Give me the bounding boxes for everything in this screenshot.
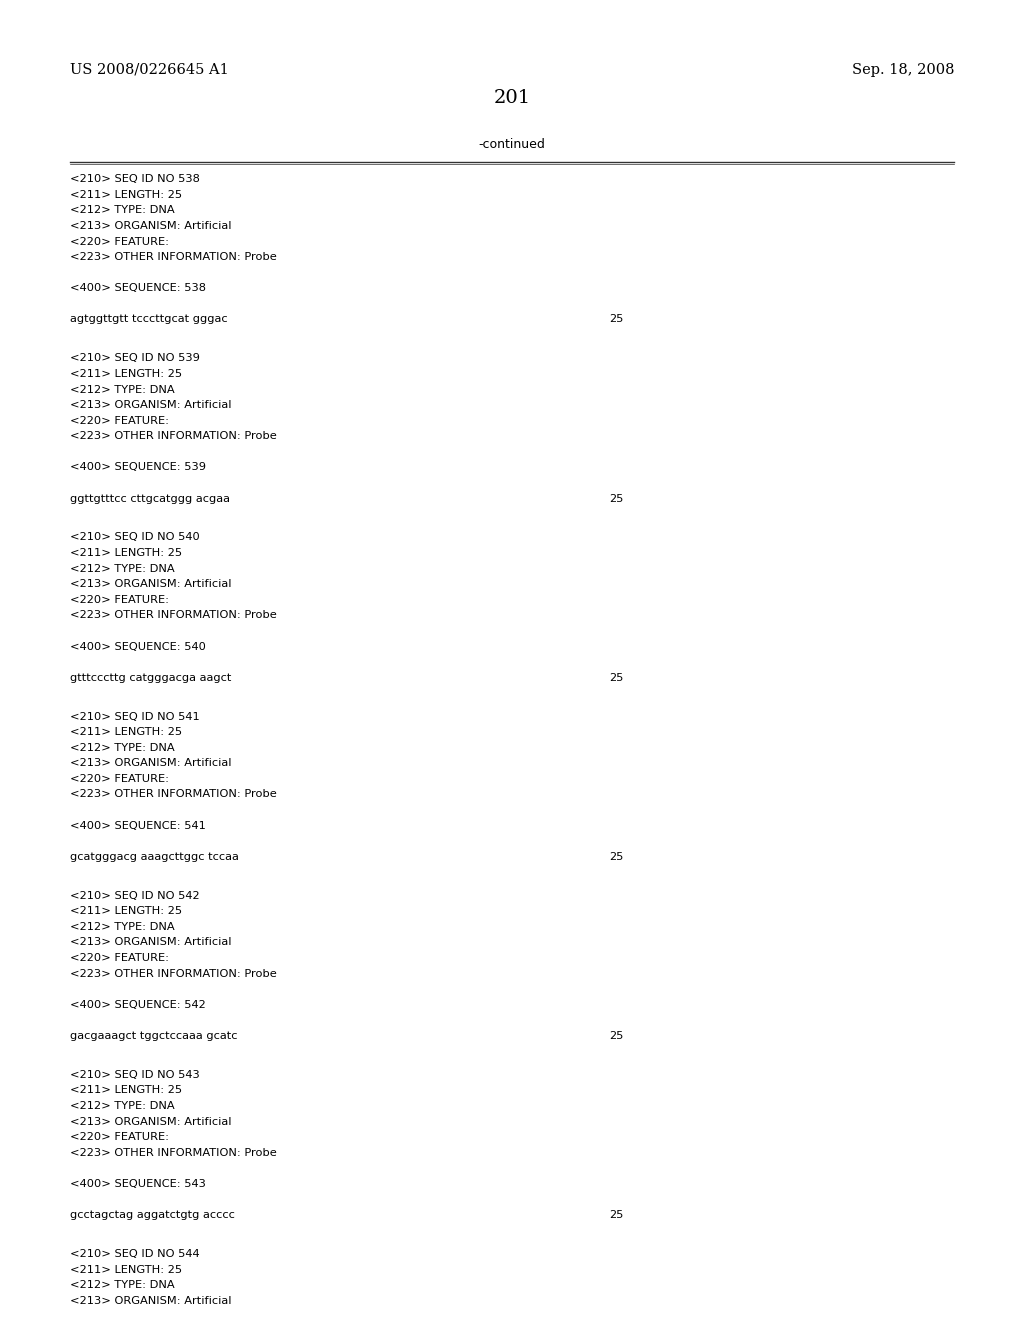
Text: <211> LENGTH: 25: <211> LENGTH: 25 [70, 190, 181, 199]
Text: <212> TYPE: DNA: <212> TYPE: DNA [70, 384, 174, 395]
Text: <211> LENGTH: 25: <211> LENGTH: 25 [70, 1085, 181, 1096]
Text: 25: 25 [609, 851, 624, 862]
Text: Sep. 18, 2008: Sep. 18, 2008 [852, 63, 954, 77]
Text: <400> SEQUENCE: 543: <400> SEQUENCE: 543 [70, 1179, 206, 1189]
Text: <213> ORGANISM: Artificial: <213> ORGANISM: Artificial [70, 937, 231, 948]
Text: <212> TYPE: DNA: <212> TYPE: DNA [70, 743, 174, 752]
Text: 25: 25 [609, 673, 624, 682]
Text: <400> SEQUENCE: 542: <400> SEQUENCE: 542 [70, 999, 206, 1010]
Text: 25: 25 [609, 494, 624, 503]
Text: <213> ORGANISM: Artificial: <213> ORGANISM: Artificial [70, 1117, 231, 1126]
Text: <220> FEATURE:: <220> FEATURE: [70, 236, 169, 247]
Text: <210> SEQ ID NO 541: <210> SEQ ID NO 541 [70, 711, 200, 722]
Text: <210> SEQ ID NO 538: <210> SEQ ID NO 538 [70, 174, 200, 185]
Text: 25: 25 [609, 1031, 624, 1041]
Text: -continued: -continued [478, 137, 546, 150]
Text: <223> OTHER INFORMATION: Probe: <223> OTHER INFORMATION: Probe [70, 789, 276, 800]
Text: <213> ORGANISM: Artificial: <213> ORGANISM: Artificial [70, 1296, 231, 1305]
Text: <223> OTHER INFORMATION: Probe: <223> OTHER INFORMATION: Probe [70, 610, 276, 620]
Text: <212> TYPE: DNA: <212> TYPE: DNA [70, 206, 174, 215]
Text: ggttgtttcc cttgcatggg acgaa: ggttgtttcc cttgcatggg acgaa [70, 494, 229, 503]
Text: <213> ORGANISM: Artificial: <213> ORGANISM: Artificial [70, 579, 231, 589]
Text: <211> LENGTH: 25: <211> LENGTH: 25 [70, 1265, 181, 1275]
Text: <210> SEQ ID NO 542: <210> SEQ ID NO 542 [70, 891, 200, 900]
Text: <212> TYPE: DNA: <212> TYPE: DNA [70, 564, 174, 574]
Text: <223> OTHER INFORMATION: Probe: <223> OTHER INFORMATION: Probe [70, 432, 276, 441]
Text: <213> ORGANISM: Artificial: <213> ORGANISM: Artificial [70, 400, 231, 411]
Text: <212> TYPE: DNA: <212> TYPE: DNA [70, 1280, 174, 1290]
Text: <220> FEATURE:: <220> FEATURE: [70, 416, 169, 425]
Text: gcctagctag aggatctgtg acccc: gcctagctag aggatctgtg acccc [70, 1210, 234, 1220]
Text: <211> LENGTH: 25: <211> LENGTH: 25 [70, 370, 181, 379]
Text: gacgaaagct tggctccaaa gcatc: gacgaaagct tggctccaaa gcatc [70, 1031, 238, 1041]
Text: <400> SEQUENCE: 539: <400> SEQUENCE: 539 [70, 462, 206, 473]
Text: gtttcccttg catgggacga aagct: gtttcccttg catgggacga aagct [70, 673, 231, 682]
Text: <400> SEQUENCE: 538: <400> SEQUENCE: 538 [70, 284, 206, 293]
Text: agtggttgtt tcccttgcat gggac: agtggttgtt tcccttgcat gggac [70, 314, 227, 325]
Text: <400> SEQUENCE: 540: <400> SEQUENCE: 540 [70, 642, 206, 652]
Text: <223> OTHER INFORMATION: Probe: <223> OTHER INFORMATION: Probe [70, 969, 276, 978]
Text: <210> SEQ ID NO 540: <210> SEQ ID NO 540 [70, 532, 200, 543]
Text: 25: 25 [609, 314, 624, 325]
Text: <220> FEATURE:: <220> FEATURE: [70, 953, 169, 964]
Text: <223> OTHER INFORMATION: Probe: <223> OTHER INFORMATION: Probe [70, 252, 276, 263]
Text: <210> SEQ ID NO 539: <210> SEQ ID NO 539 [70, 354, 200, 363]
Text: <400> SEQUENCE: 541: <400> SEQUENCE: 541 [70, 821, 206, 830]
Text: <210> SEQ ID NO 543: <210> SEQ ID NO 543 [70, 1071, 200, 1080]
Text: <211> LENGTH: 25: <211> LENGTH: 25 [70, 727, 181, 737]
Text: <220> FEATURE:: <220> FEATURE: [70, 1133, 169, 1142]
Text: <211> LENGTH: 25: <211> LENGTH: 25 [70, 548, 181, 558]
Text: 201: 201 [494, 88, 530, 107]
Text: gcatgggacg aaagcttggc tccaa: gcatgggacg aaagcttggc tccaa [70, 851, 239, 862]
Text: <220> FEATURE:: <220> FEATURE: [70, 774, 169, 784]
Text: <220> FEATURE:: <220> FEATURE: [70, 595, 169, 605]
Text: 25: 25 [609, 1210, 624, 1220]
Text: <223> OTHER INFORMATION: Probe: <223> OTHER INFORMATION: Probe [70, 1148, 276, 1158]
Text: <211> LENGTH: 25: <211> LENGTH: 25 [70, 907, 181, 916]
Text: <212> TYPE: DNA: <212> TYPE: DNA [70, 921, 174, 932]
Text: US 2008/0226645 A1: US 2008/0226645 A1 [70, 63, 228, 77]
Text: <213> ORGANISM: Artificial: <213> ORGANISM: Artificial [70, 220, 231, 231]
Text: <210> SEQ ID NO 544: <210> SEQ ID NO 544 [70, 1249, 200, 1259]
Text: <213> ORGANISM: Artificial: <213> ORGANISM: Artificial [70, 759, 231, 768]
Text: <212> TYPE: DNA: <212> TYPE: DNA [70, 1101, 174, 1111]
